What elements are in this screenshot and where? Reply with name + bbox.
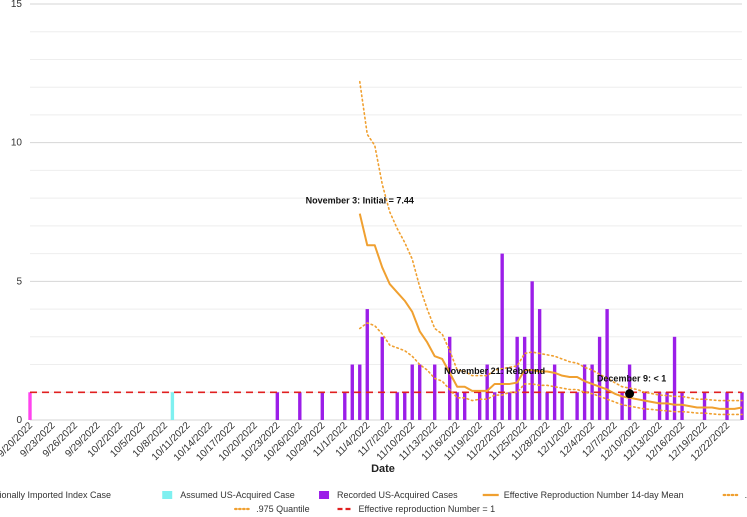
bar [657,392,662,420]
bar [275,392,280,420]
bar [605,309,609,420]
bar [28,392,32,420]
bar [642,392,647,420]
bar [702,392,707,420]
legend-item: Recorded US-Acquired Cases [319,490,458,500]
bar [597,336,602,420]
bar [665,392,669,420]
annotation-label: December 9: < 1 [597,374,666,384]
bar [507,392,512,420]
bar [403,392,407,420]
bar [170,392,175,420]
bar [380,336,384,420]
x-axis-title: Date [371,463,395,475]
bar [672,336,677,420]
bar [433,364,437,420]
bar [350,364,354,420]
legend-swatch [162,491,173,499]
annotation-marker [625,389,635,399]
bar [522,336,527,420]
bar [530,281,534,420]
bar [560,392,564,420]
bar [515,336,519,420]
bar [343,392,347,420]
y-tick-label: 10 [11,138,23,149]
bar [545,392,549,420]
quantile-line [358,80,743,402]
legend-label: .025 Quantile [745,490,747,500]
bar [410,364,414,420]
bar [463,392,467,420]
legend-item: Effective Reproduction Number 14-day Mea… [482,490,684,500]
legend-item: Internationally Imported Index Case [0,490,111,500]
legend-item: Assumed US-Acquired Case [162,490,295,500]
y-tick-label: 0 [16,415,22,426]
legend-label: Recorded US-Acquired Cases [337,490,458,500]
legend-label: .975 Quantile [256,504,310,514]
bar [620,392,624,420]
rt-mean-line [358,213,743,410]
bar [725,392,729,420]
bar [320,392,324,420]
bar [395,392,399,420]
legend-item: .975 Quantile [234,504,310,514]
annotation-label: November 21: Rebound [444,366,545,376]
y-tick-label: 5 [16,276,22,287]
bar [537,309,542,420]
legend: Internationally Imported Index Case Assum… [0,490,747,514]
legend-item: Effective reproduction Number = 1 [337,504,496,514]
bar [455,392,459,420]
quantile-line [358,322,743,416]
bar [448,336,452,420]
legend-label: Assumed US-Acquired Case [180,490,295,500]
x-axis-ticks: 9/20/20229/23/20229/26/20229/29/202210/2… [0,420,732,463]
bar [500,253,504,420]
bar [552,364,557,420]
gridlines [30,3,742,421]
legend-label: Effective Reproduction Number 14-day Mea… [504,490,684,500]
bar [298,392,302,420]
y-tick-label: 15 [11,0,23,10]
annotation-label: November 3: Initial = 7.44 [306,196,414,206]
legend-item: .025 Quantile [722,490,747,500]
legend-label: Effective reproduction Number = 1 [359,504,496,514]
bars [28,253,744,420]
bar [492,392,497,420]
bar [365,309,369,420]
bar [477,392,482,420]
bar [575,392,579,420]
bar [680,392,684,420]
legend-label: Internationally Imported Index Case [0,490,111,500]
y-axis-ticks: 0 5 10 15 [11,0,23,426]
lines [358,80,743,416]
bar [590,364,594,420]
legend-swatch [319,491,330,499]
annotations: November 3: Initial = 7.44 November 21: R… [306,196,666,399]
bar [740,392,744,420]
